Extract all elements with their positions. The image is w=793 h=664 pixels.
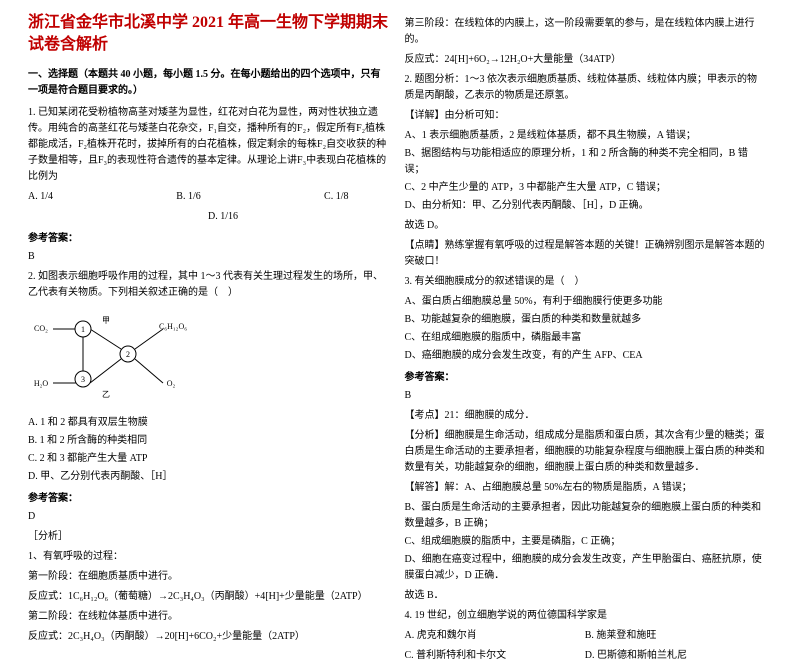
q2-stage1: 第一阶段：在细胞质基质中进行。 — [28, 569, 389, 585]
svg-text:O₂: O₂ — [167, 379, 176, 388]
q1-opt-d: D. 1/16 — [28, 209, 389, 225]
q4-row1: A. 虎克和魏尔肖 B. 施莱登和施旺 — [405, 628, 766, 644]
q3-answer-label: 参考答案： — [405, 370, 766, 386]
q2-diagram: CO₂ H₂O 1 2 3 C₆H₁₂O₆ O₂ 甲 乙 — [28, 311, 188, 401]
svg-text:H₂O: H₂O — [34, 379, 49, 388]
q4-opt-c: C. 普利斯特利和卡尔文 — [405, 648, 585, 664]
q3-stem: 3. 有关细胞膜成分的叙述错误的是（ ） — [405, 274, 766, 290]
q3-opt-d: D、癌细胞膜的成分会发生改变，有的产生 AFP、CEA — [405, 348, 766, 364]
q2-item2: 2. 题图分析：1～3 依次表示细胞质基质、线粒体基质、线粒体内膜；甲表示的物质… — [405, 72, 766, 104]
q2-opt-b: B. 1 和 2 所含酶的种类相同 — [28, 433, 389, 449]
q1-opt-b: B. 1/6 — [176, 189, 200, 205]
q2-reaction1: 反应式：1C₆H₁₂O₆（葡萄糖）→2C₃H₄O₃（丙酮酸）+4[H]+少量能量… — [28, 589, 389, 605]
section-one-header: 一、选择题（本题共 40 小题，每小题 1.5 分。在每小题给出的四个选项中，只… — [28, 67, 389, 99]
q2-detail-d: D、由分析知：甲、乙分别代表丙酮酸、［H］，D 正确。 — [405, 198, 766, 214]
q3-solve-c: C、组成细胞膜的脂质中，主要是磷脂，C 正确； — [405, 534, 766, 550]
q2-detail-label: 【详解】由分析可知： — [405, 108, 766, 124]
q2-analysis-1: 1、有氧呼吸的过程： — [28, 549, 389, 565]
q3-solve-b: B、蛋白质是生命活动的主要承担者，因此功能越复杂的细胞膜上蛋白质的种类和数量越多… — [405, 500, 766, 532]
q3-answer: B — [405, 388, 766, 404]
q1-answer: B — [28, 249, 389, 265]
q4-opt-a: A. 虎克和魏尔肖 — [405, 628, 585, 644]
q1-answer-label: 参考答案： — [28, 231, 389, 247]
q2-answer-label: 参考答案： — [28, 491, 389, 507]
q2-opt-c: C. 2 和 3 都能产生大量 ATP — [28, 451, 389, 467]
q2-reaction2: 反应式：2C₃H₄O₃（丙酮酸）→20[H]+6CO₂+少量能量（2ATP） — [28, 629, 389, 645]
q2-stem: 2. 如图表示细胞呼吸作用的过程，其中 1～3 代表有关生理过程发生的场所，甲、… — [28, 269, 389, 301]
q2-detail-b: B、据图结构与功能相适应的原理分析，1 和 2 所含酶的种类不完全相同，B 错误… — [405, 146, 766, 178]
q3-opt-b: B、功能越复杂的细胞膜，蛋白质的种类和数量就越多 — [405, 312, 766, 328]
q1-opt-a: A. 1/4 — [28, 189, 53, 205]
svg-text:C₆H₁₂O₆: C₆H₁₂O₆ — [159, 322, 187, 331]
svg-text:乙: 乙 — [102, 390, 110, 399]
q1-opt-c: C. 1/8 — [324, 189, 348, 205]
q2-detail-a: A、1 表示细胞质基质，2 是线粒体基质，都不具生物膜，A 错误； — [405, 128, 766, 144]
q2-point: 【点睛】熟练掌握有氧呼吸的过程是解答本题的关键！正确辨别图示是解答本题的突破口！ — [405, 238, 766, 270]
q4-row2: C. 普利斯特利和卡尔文 D. 巴斯德和斯帕兰札尼 — [405, 648, 766, 664]
svg-text:甲: 甲 — [102, 316, 110, 325]
q2-detail-c: C、2 中产生少量的 ATP，3 中都能产生大量 ATP，C 错误； — [405, 180, 766, 196]
q1-options-row1: A. 1/4 B. 1/6 C. 1/8 — [28, 189, 389, 205]
svg-text:1: 1 — [81, 325, 85, 334]
q3-opt-c: C、在组成细胞膜的脂质中，磷脂最丰富 — [405, 330, 766, 346]
q3-therefore: 故选 B． — [405, 588, 766, 604]
q2-opt-a: A. 1 和 2 都具有双层生物膜 — [28, 415, 389, 431]
q3-kd: 【考点】21：细胞膜的成分． — [405, 408, 766, 424]
q4-opt-b: B. 施莱登和施旺 — [585, 628, 765, 644]
q1-stem: 1. 已知某闭花受粉植物高茎对矮茎为显性，红花对白花为显性，两对性状独立遗传。用… — [28, 105, 389, 185]
q2-analysis-label: ［分析］ — [28, 529, 389, 545]
exam-title: 浙江省金华市北溪中学 2021 年高一生物下学期期末试卷含解析 — [28, 12, 389, 57]
q3-analysis: 【分析】细胞膜是生命活动，组成成分是脂质和蛋白质，其次含有少量的糖类；蛋白质是生… — [405, 428, 766, 476]
q2-reaction3: 反应式：24[H]+6O₂→12H₂O+大量能量（34ATP） — [405, 52, 766, 68]
svg-text:3: 3 — [81, 375, 85, 384]
q2-opt-d: D. 甲、乙分别代表丙酮酸、［H］ — [28, 469, 389, 485]
q2-answer: D — [28, 509, 389, 525]
q2-therefore: 故选 D。 — [405, 218, 766, 234]
q3-solve-a: 【解答】解：A、占细胞膜总量 50%左右的物质是脂质，A 错误； — [405, 480, 766, 496]
q4-stem: 4. 19 世纪，创立细胞学说的两位德国科学家是 — [405, 608, 766, 624]
svg-text:2: 2 — [126, 350, 130, 359]
q4-opt-d: D. 巴斯德和斯帕兰札尼 — [585, 648, 765, 664]
q2-stage3: 第三阶段：在线粒体的内膜上，这一阶段需要氧的参与，是在线粒体内膜上进行的。 — [405, 16, 766, 48]
q2-stage2: 第二阶段：在线粒体基质中进行。 — [28, 609, 389, 625]
svg-text:CO₂: CO₂ — [34, 324, 48, 333]
q3-opt-a: A、蛋白质占细胞膜总量 50%，有利于细胞膜行使更多功能 — [405, 294, 766, 310]
q3-solve-d: D、细胞在癌变过程中，细胞膜的成分会发生改变，产生甲胎蛋白、癌胚抗原，使膜蛋白减… — [405, 552, 766, 584]
